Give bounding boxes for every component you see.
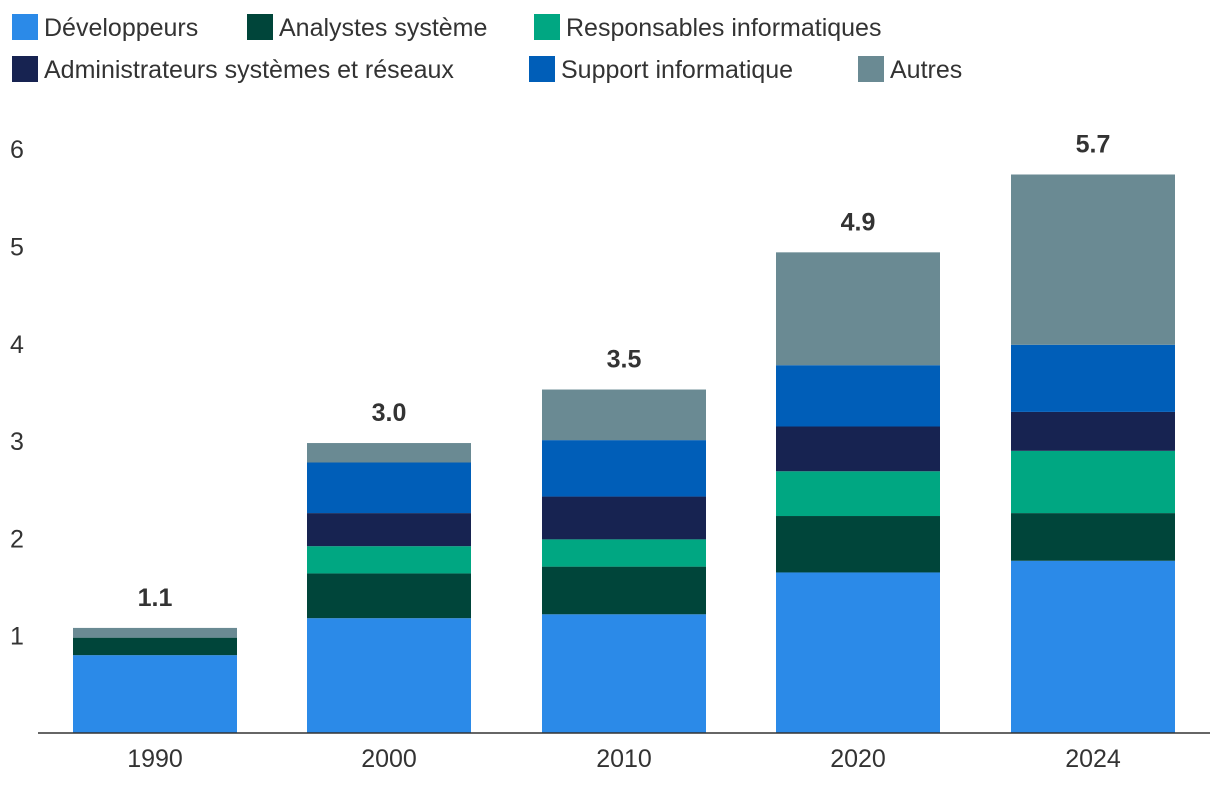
bar-total-label: 3.0 — [372, 399, 407, 427]
y-tick-label: 2 — [10, 525, 24, 553]
legend-item: Responsables informatiques — [534, 14, 881, 42]
bar-segment — [73, 637, 237, 656]
y-tick-label: 5 — [10, 234, 24, 262]
bar-total-label: 1.1 — [138, 584, 173, 612]
bar-stack — [73, 627, 237, 733]
bar-segment — [73, 627, 237, 638]
bar-segment — [776, 516, 940, 573]
bar-segment — [542, 539, 706, 567]
x-tick-label: 1990 — [127, 745, 183, 773]
bar-stack — [776, 252, 940, 733]
bar-segment — [1011, 411, 1175, 451]
bar-segment — [73, 655, 237, 733]
bar-segment — [307, 573, 471, 619]
legend-swatch — [12, 56, 38, 82]
bar-segment — [307, 618, 471, 733]
bar-segment — [776, 365, 940, 427]
x-axis: 1990 2000 2010 2020 2024 — [38, 732, 1210, 773]
bar-segment — [542, 496, 706, 540]
legend-label: Développeurs — [44, 14, 198, 42]
bar-segment — [1011, 560, 1175, 733]
y-tick-label: 3 — [10, 428, 24, 456]
bars — [73, 174, 1175, 733]
bar-total-label: 3.5 — [607, 346, 642, 374]
legend-label: Analystes système — [279, 14, 487, 42]
bar-segment — [307, 443, 471, 463]
x-tick-label: 2024 — [1065, 745, 1121, 773]
x-tick-label: 2000 — [361, 745, 417, 773]
bar-segment — [776, 572, 940, 733]
legend-item: Analystes système — [247, 14, 487, 42]
total-labels: 1.1 3.0 3.5 4.9 5.7 — [138, 130, 1111, 611]
legend-swatch — [858, 56, 884, 82]
legend-label: Support informatique — [561, 56, 793, 84]
x-tick-label: 2020 — [830, 745, 886, 773]
bar-stack — [542, 389, 706, 733]
legend: Développeurs Analystes système Responsable… — [12, 14, 962, 84]
legend-swatch — [247, 14, 273, 40]
bar-segment — [542, 566, 706, 615]
bar-segment — [1011, 513, 1175, 561]
legend-label: Autres — [890, 56, 962, 84]
bar-stack — [1011, 174, 1175, 733]
bar-segment — [776, 471, 940, 517]
bar-segment — [542, 389, 706, 441]
legend-swatch — [12, 14, 38, 40]
bar-stack — [307, 443, 471, 733]
legend-item: Support informatique — [529, 56, 793, 84]
bar-segment — [1011, 344, 1175, 412]
y-axis: 1 2 3 4 5 6 — [10, 136, 24, 651]
legend-item: Administrateurs systèmes et réseaux — [12, 56, 454, 84]
legend-label: Responsables informatiques — [566, 14, 881, 42]
x-tick-label: 2010 — [596, 745, 652, 773]
y-tick-label: 4 — [10, 331, 24, 359]
y-tick-label: 6 — [10, 136, 24, 164]
bar-segment — [776, 252, 940, 366]
legend-swatch — [534, 14, 560, 40]
legend-swatch — [529, 56, 555, 82]
bar-total-label: 4.9 — [841, 208, 876, 236]
bar-segment — [542, 614, 706, 733]
legend-item: Développeurs — [12, 14, 198, 42]
bar-segment — [542, 440, 706, 497]
bar-segment — [307, 546, 471, 574]
bar-segment — [1011, 174, 1175, 345]
legend-label: Administrateurs systèmes et réseaux — [44, 56, 454, 84]
bar-total-label: 5.7 — [1076, 130, 1111, 158]
bar-segment — [1011, 450, 1175, 514]
bar-segment — [307, 462, 471, 514]
bar-segment — [307, 513, 471, 547]
bar-segment — [776, 426, 940, 472]
legend-item: Autres — [858, 56, 962, 84]
y-tick-label: 1 — [10, 623, 24, 651]
